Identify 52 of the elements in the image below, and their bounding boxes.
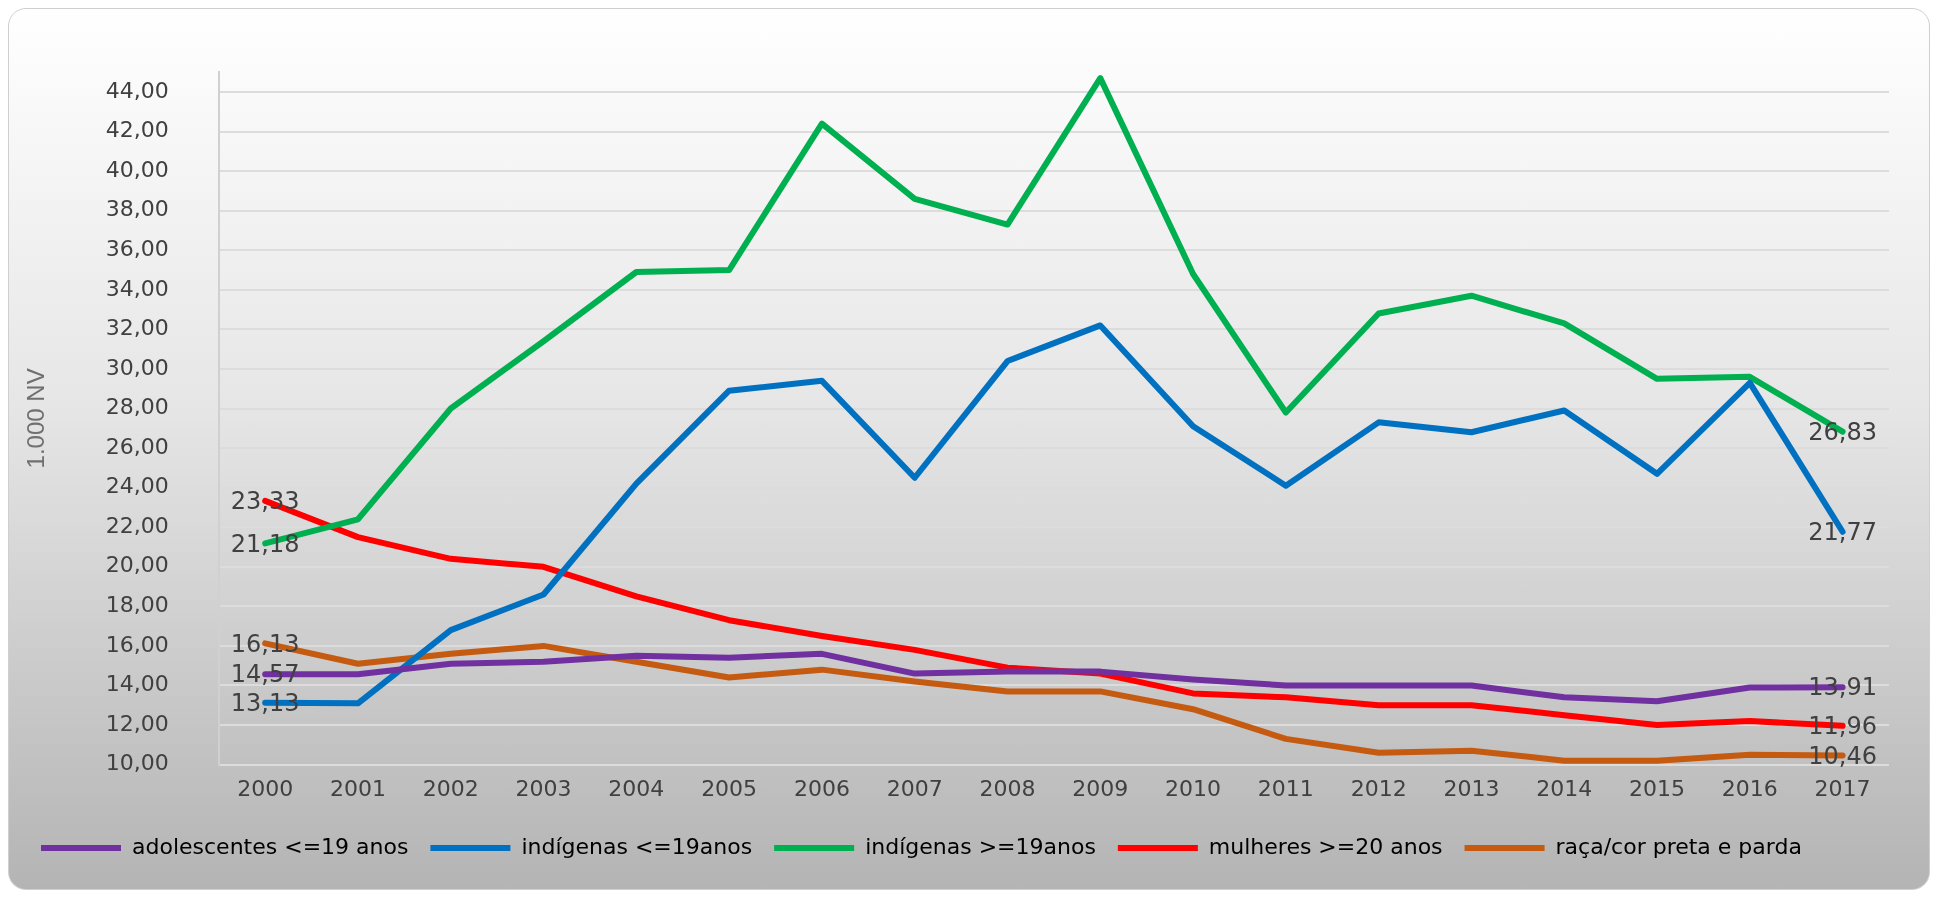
x-tick-label: 2006 (793, 775, 850, 801)
y-axis-title: 1.000 NV (22, 368, 50, 469)
x-tick-label: 2012 (1350, 775, 1407, 801)
x-tick-label: 2016 (1721, 775, 1778, 801)
x-tick-label: 2007 (886, 775, 943, 801)
y-tick-label: 10,00 (105, 750, 169, 776)
data-label: 11,96 (1808, 712, 1877, 741)
y-tick-label: 18,00 (105, 592, 169, 618)
data-label: 21,18 (230, 529, 300, 558)
y-tick-label: 16,00 (105, 631, 169, 657)
y-tick-label: 14,00 (105, 671, 169, 697)
x-tick-label: 2009 (1072, 775, 1129, 801)
legend-label: raça/cor preta e parda (1555, 833, 1802, 859)
y-tick-label: 30,00 (105, 354, 169, 380)
legend-label: indígenas >=19anos (865, 833, 1096, 859)
x-tick-label: 2001 (329, 775, 386, 801)
x-tick-label: 2013 (1443, 775, 1500, 801)
x-tick-label: 2000 (237, 775, 294, 801)
legend-label: adolescentes <=19 anos (132, 833, 409, 859)
y-tick-label: 40,00 (105, 156, 169, 182)
legend-label: indígenas <=19anos (521, 833, 753, 859)
y-tick-label: 38,00 (105, 196, 169, 222)
y-tick-label: 34,00 (105, 275, 169, 301)
data-label: 26,83 (1808, 417, 1877, 446)
data-label: 23,33 (230, 487, 300, 516)
data-label: 21,77 (1808, 517, 1877, 546)
y-tick-label: 42,00 (105, 117, 169, 143)
x-tick-label: 2014 (1536, 775, 1593, 801)
y-tick-label: 20,00 (105, 552, 169, 578)
x-tick-label: 2008 (979, 775, 1036, 801)
y-tick-label: 24,00 (105, 473, 169, 499)
x-tick-label: 2002 (422, 775, 479, 801)
x-tick-label: 2003 (515, 775, 572, 801)
y-tick-label: 28,00 (105, 394, 169, 420)
legend-label: mulheres >=20 anos (1208, 833, 1443, 859)
y-tick-label: 32,00 (105, 315, 169, 341)
x-tick-label: 2004 (608, 775, 665, 801)
y-tick-label: 12,00 (105, 710, 169, 736)
x-tick-label: 2011 (1257, 775, 1314, 801)
x-tick-label: 2015 (1629, 775, 1686, 801)
x-tick-label: 2017 (1814, 775, 1871, 801)
y-tick-label: 26,00 (105, 433, 169, 459)
data-label: 16,13 (230, 629, 300, 658)
y-tick-label: 44,00 (105, 77, 169, 103)
x-tick-label: 2010 (1165, 775, 1222, 801)
data-label: 14,57 (230, 660, 300, 689)
data-label: 13,13 (230, 688, 300, 717)
data-label: 13,91 (1808, 673, 1877, 702)
y-tick-label: 22,00 (105, 512, 169, 538)
x-tick-label: 2005 (701, 775, 758, 801)
y-tick-label: 36,00 (105, 235, 169, 261)
data-label: 10,46 (1808, 741, 1877, 770)
